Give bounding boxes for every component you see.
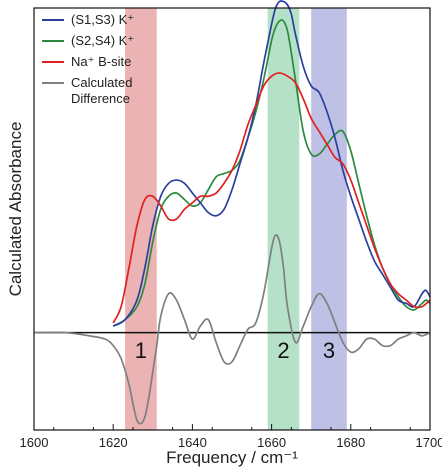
x-axis-ticks: 1600 1620 1640 1660 1680 1700: [20, 424, 442, 450]
legend-label: Na⁺ B-site: [71, 54, 131, 69]
legend-label: (S2,S4) K⁺: [71, 33, 134, 48]
series-line-2: [112, 72, 431, 324]
band-label-2: 2: [277, 338, 289, 363]
x-tick-label: 1600: [20, 435, 49, 450]
x-tick-label: 1660: [257, 435, 286, 450]
series-line-0: [112, 0, 431, 327]
series-lines: [33, 0, 431, 425]
legend-label: (S1,S3) K⁺: [71, 12, 134, 27]
band-2: [267, 8, 300, 430]
x-tick-label: 1700: [416, 435, 442, 450]
x-axis-label: Frequency / cm⁻¹: [166, 448, 298, 467]
plot-frame: [33, 7, 431, 431]
band-label-3: 3: [323, 338, 335, 363]
x-tick-label: 1620: [99, 435, 128, 450]
x-tick-label: 1640: [178, 435, 207, 450]
series-line-3: [33, 234, 431, 425]
legend: (S1,S3) K⁺ (S2,S4) K⁺ Na⁺ B-site Calculated…: [42, 12, 134, 106]
band-3: [311, 8, 347, 430]
legend-label: Calculated: [71, 75, 132, 90]
band-1: [125, 8, 157, 430]
x-tick-label: 1680: [336, 435, 365, 450]
legend-label: Difference: [71, 91, 130, 106]
y-axis-label: Calculated Absorbance: [6, 122, 25, 297]
frequency-bands: [125, 8, 347, 430]
band-labels: 1 2 3: [135, 338, 335, 363]
band-label-1: 1: [135, 338, 147, 363]
